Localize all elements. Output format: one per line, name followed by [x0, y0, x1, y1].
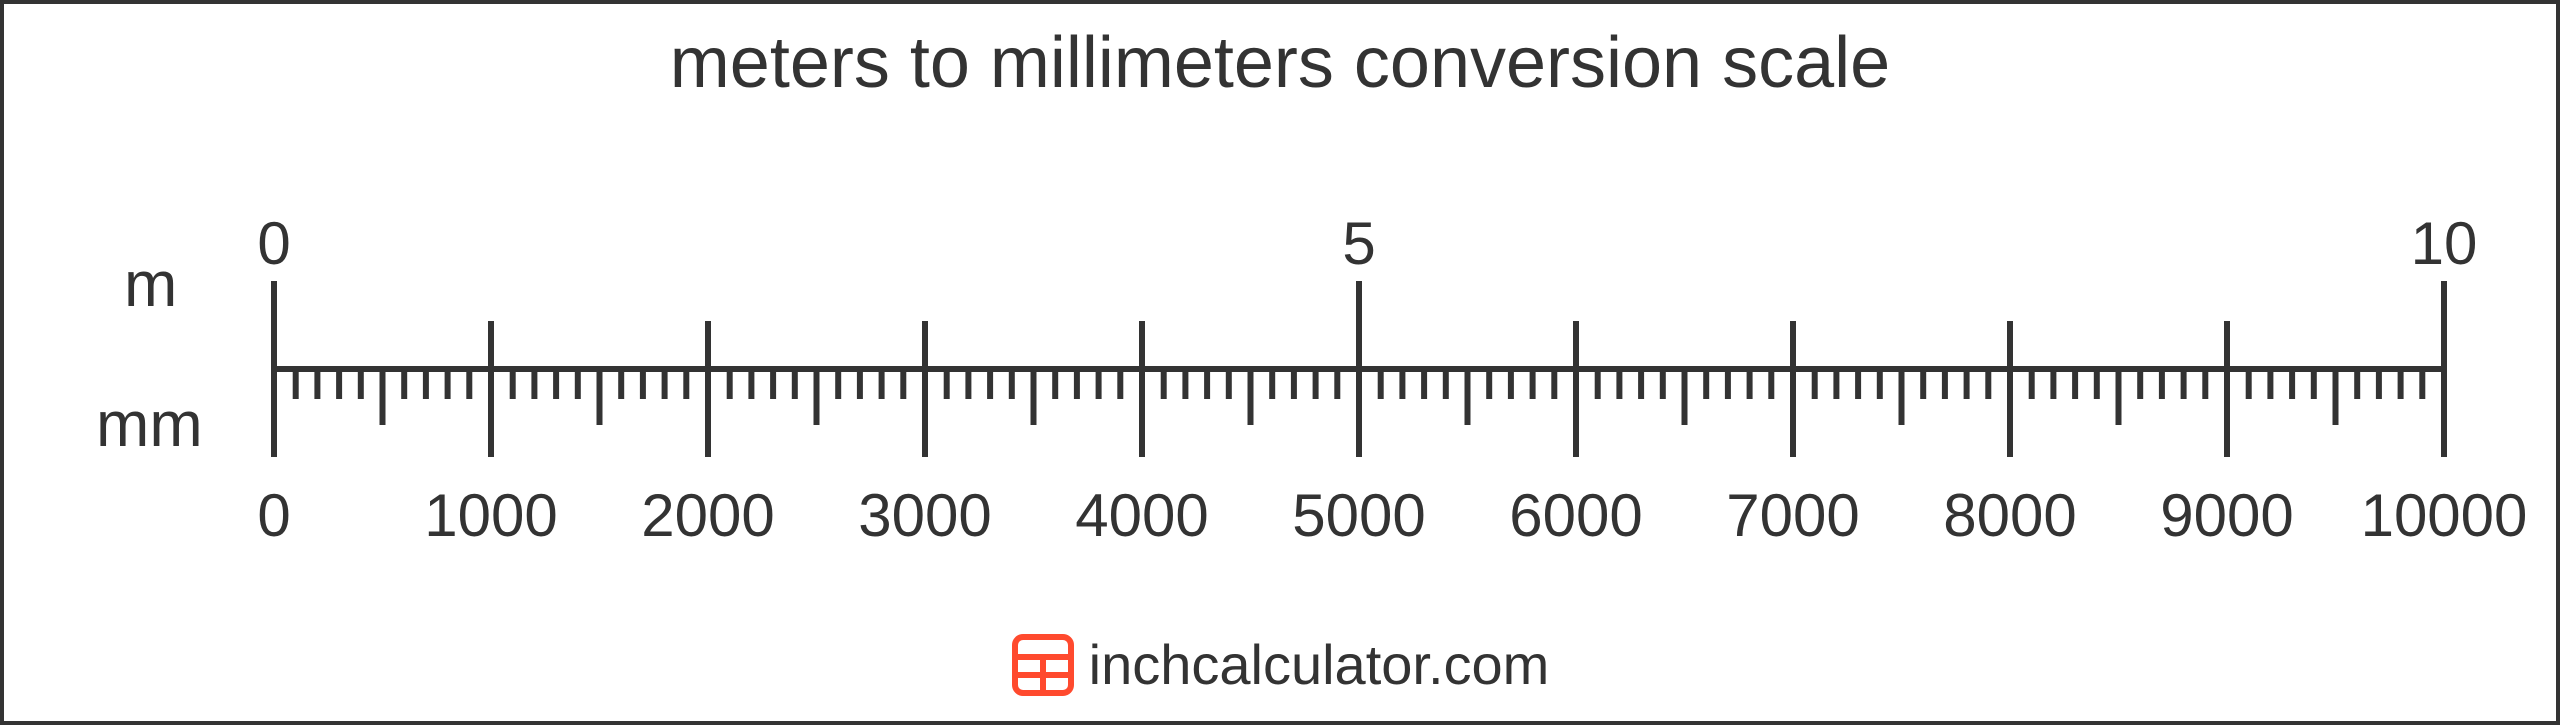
diagram-frame: meters to millimeters conversion scale m…: [0, 0, 2560, 725]
top-unit-label: m: [124, 247, 177, 321]
conversion-scale: m mm 0 5 10 0 1000 2000 3000 4000 5000 6000 7000 8…: [4, 124, 2560, 584]
top-tick-label: 5: [1342, 209, 1375, 278]
calculator-icon: [1011, 633, 1075, 697]
top-tick-label: 0: [257, 209, 290, 278]
footer-text: inchcalculator.com: [1089, 632, 1550, 697]
bottom-tick-label: 3000: [858, 481, 991, 550]
bottom-tick-label: 0: [257, 481, 290, 550]
bottom-tick-label: 9000: [2160, 481, 2293, 550]
bottom-tick-label: 5000: [1292, 481, 1425, 550]
bottom-tick-label: 7000: [1726, 481, 1859, 550]
bottom-tick-label: 1000: [424, 481, 557, 550]
bottom-tick-label: 6000: [1509, 481, 1642, 550]
bottom-tick-label: 4000: [1075, 481, 1208, 550]
diagram-title: meters to millimeters conversion scale: [4, 4, 2556, 104]
bottom-tick-label: 2000: [641, 481, 774, 550]
bottom-tick-label: 8000: [1943, 481, 2076, 550]
bottom-unit-label: mm: [96, 387, 203, 461]
top-tick-label: 10: [2411, 209, 2478, 278]
bottom-tick-label: 10000: [2361, 481, 2528, 550]
footer: inchcalculator.com: [4, 632, 2556, 697]
